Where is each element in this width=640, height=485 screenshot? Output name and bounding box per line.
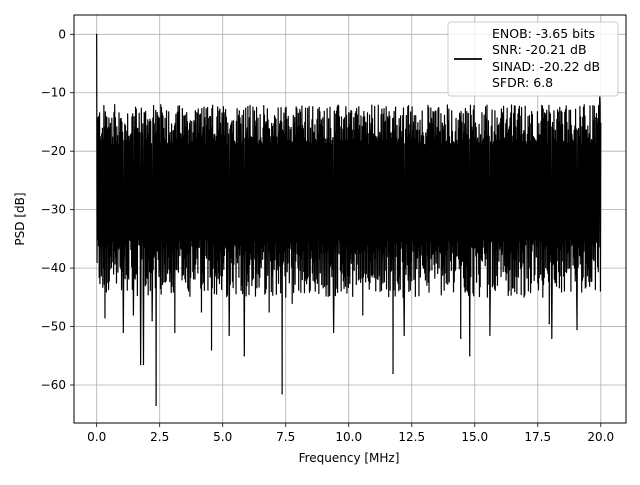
psd-series-line [96,34,602,407]
legend-sfdr: SFDR: 6.8 [492,75,553,90]
x-tick-label: 0.0 [87,430,106,444]
psd-spike-point [551,337,553,339]
x-tick-label: 20.0 [587,430,614,444]
psd-spike-point [362,314,364,316]
psd-spike-point [132,314,134,316]
x-axis-label: Frequency [MHz] [299,451,400,465]
psd-spike-point [243,355,245,357]
x-tick-label: 12.5 [398,430,425,444]
psd-spike-point [96,261,98,263]
axis-ticks: 0.0 2.5 5.0 7.5 10.0 12.5 15.0 17.5 20.0 0 −10 −20 −… [41,27,614,444]
legend-sinad: SINAD: -20.22 dB [492,59,600,74]
psd-spike-point [333,331,335,333]
psd-spike-point [469,355,471,357]
psd-spike-point [104,317,106,319]
psd-spike-point [122,331,124,333]
legend-enob: ENOB: -3.65 bits [492,26,595,41]
legend: ENOB: -3.65 bits SNR: -20.21 dB SINAD: -… [447,21,619,97]
psd-spike-point [140,363,142,366]
psd-spike-point [392,372,394,374]
y-tick-label: 0 [58,27,66,41]
y-tick-label: −30 [41,203,66,217]
plot-area [96,33,602,407]
psd-spike-point [151,320,153,322]
psd-spike-point [576,328,578,331]
psd-spike-point [155,404,157,407]
psd-spike-point [460,337,462,339]
axes-frame [73,14,627,424]
y-tick-label: −50 [41,320,66,334]
psd-spike-point [489,334,491,336]
x-tick-label: 10.0 [335,430,362,444]
psd-spike-point [291,302,293,304]
y-tick-label: −60 [41,378,66,392]
x-tick-label: 17.5 [524,430,551,444]
psd-spike-point [268,311,270,313]
y-tick-label: −40 [41,261,66,275]
x-tick-label: 2.5 [150,430,169,444]
y-tick-label: −20 [41,144,66,158]
x-tick-label: 5.0 [213,430,232,444]
legend-box [447,21,619,97]
y-tick-label: −10 [41,86,66,100]
psd-spike-point [96,33,98,35]
psd-spike-point [200,311,202,313]
legend-snr: SNR: -20.21 dB [492,42,587,57]
psd-spike-point [174,331,176,333]
x-tick-label: 15.0 [461,430,488,444]
y-axis-label: PSD [dB] [13,192,27,245]
psd-spike-point [142,363,144,366]
psd-spike-point [228,334,230,336]
psd-spike-point [548,323,550,325]
psd-spike-point [403,334,405,336]
psd-spike-point [281,393,283,395]
psd-spike-point [210,349,212,351]
x-tick-label: 7.5 [276,430,295,444]
